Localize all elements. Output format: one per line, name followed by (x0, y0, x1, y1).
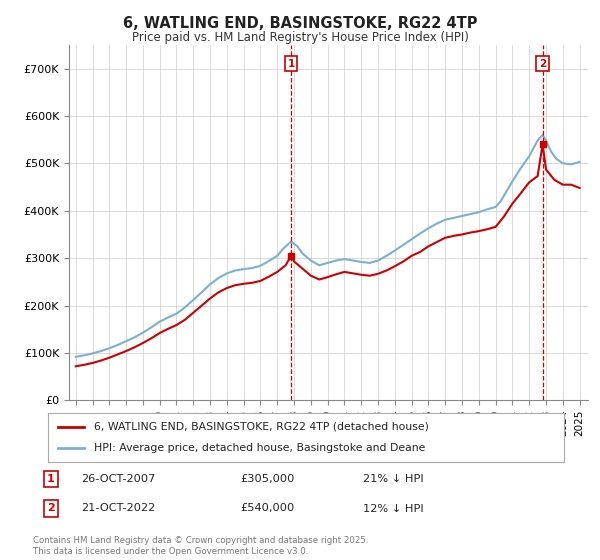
Text: 26-OCT-2007: 26-OCT-2007 (81, 474, 155, 484)
Text: 21-OCT-2022: 21-OCT-2022 (81, 503, 155, 514)
Text: 1: 1 (287, 59, 295, 69)
Text: 2: 2 (539, 59, 546, 69)
Text: Contains HM Land Registry data © Crown copyright and database right 2025.
This d: Contains HM Land Registry data © Crown c… (33, 536, 368, 556)
Text: 21% ↓ HPI: 21% ↓ HPI (363, 474, 424, 484)
Text: £540,000: £540,000 (240, 503, 294, 514)
Text: 12% ↓ HPI: 12% ↓ HPI (363, 503, 424, 514)
Text: 1: 1 (47, 474, 55, 484)
Text: 6, WATLING END, BASINGSTOKE, RG22 4TP: 6, WATLING END, BASINGSTOKE, RG22 4TP (123, 16, 477, 31)
Text: HPI: Average price, detached house, Basingstoke and Deane: HPI: Average price, detached house, Basi… (94, 443, 426, 453)
Text: Price paid vs. HM Land Registry's House Price Index (HPI): Price paid vs. HM Land Registry's House … (131, 31, 469, 44)
Text: £305,000: £305,000 (240, 474, 295, 484)
Text: 2: 2 (47, 503, 55, 514)
Text: 6, WATLING END, BASINGSTOKE, RG22 4TP (detached house): 6, WATLING END, BASINGSTOKE, RG22 4TP (d… (94, 422, 430, 432)
